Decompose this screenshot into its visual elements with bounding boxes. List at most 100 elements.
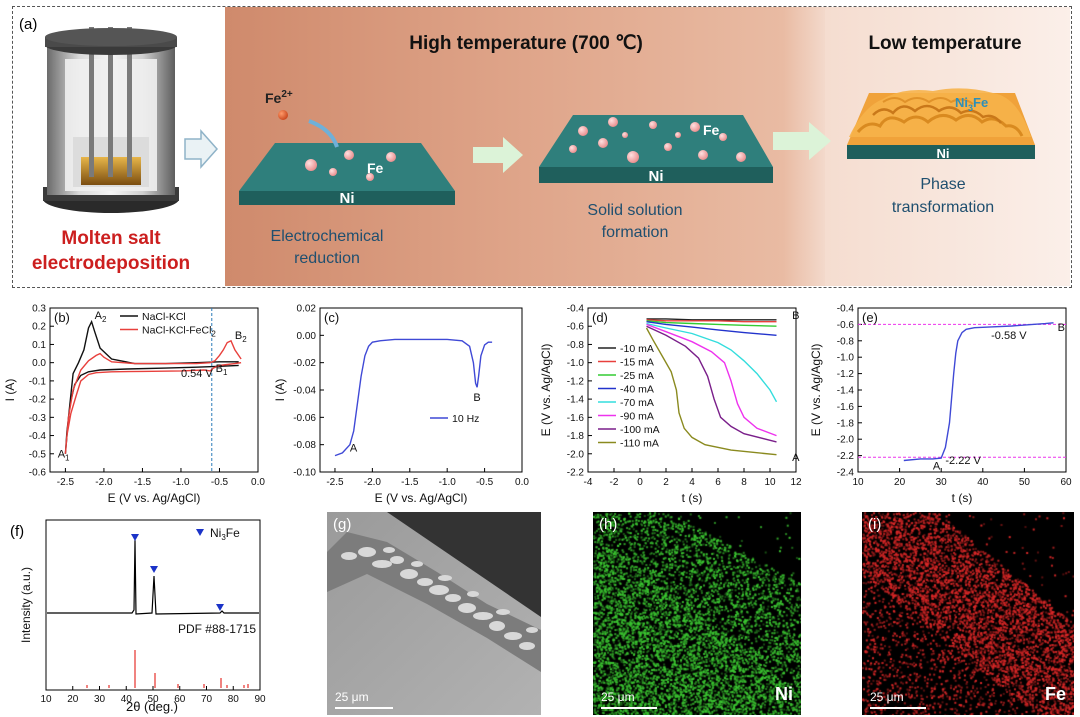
- x-tick-label: 50: [1019, 477, 1031, 488]
- xrd-x-tick-label: 50: [147, 694, 159, 705]
- xrd-x-ticks: 10 20 30 40 50 60 70 80 90: [40, 686, 266, 705]
- series-line-E-t: [903, 322, 1054, 462]
- series-line-10-Hz: [334, 338, 493, 457]
- x-tick-label: -1.0: [439, 477, 457, 488]
- series-line--90-mA: [646, 323, 777, 437]
- panel-h-label: (h): [599, 516, 618, 533]
- x-tick-label: 40: [977, 477, 989, 488]
- step3-caption-line1: Phase: [920, 176, 965, 193]
- y-tick-label: -0.6: [567, 322, 585, 333]
- ni-map-texture: [593, 512, 801, 715]
- series-line--10-mA: [646, 318, 777, 321]
- legend-marker-icon: [196, 529, 204, 536]
- step3-caption-line2: transformation: [892, 199, 994, 216]
- series-line--110-mA: [645, 327, 777, 456]
- cell-caption-line2: electrodeposition: [32, 253, 190, 274]
- panel-g-label: (g): [333, 516, 352, 533]
- x-tick-label: 6: [715, 477, 721, 488]
- y-tick-label: -1.6: [837, 402, 855, 413]
- legend-label: -40 mA: [620, 384, 654, 396]
- legend-label: -100 mA: [620, 424, 660, 436]
- panel-f-label: (f): [10, 523, 24, 540]
- y-tick-label: -0.04: [293, 386, 316, 397]
- y-tick-label: -0.02: [293, 358, 316, 369]
- deposition-arrow-icon: [308, 119, 339, 148]
- annotation: B1: [216, 363, 228, 377]
- y-tick-label: -1.6: [567, 413, 585, 424]
- legend-label: NaCl-KCl-FeCl2: [142, 325, 216, 339]
- x-tick-label: -1.5: [401, 477, 419, 488]
- chart-panel-label: (d): [592, 310, 608, 325]
- y-tick-label: -1.0: [567, 358, 585, 369]
- x-tick-label: -2.0: [95, 477, 113, 488]
- xrd-xlabel: 2θ (deg.): [126, 699, 178, 714]
- chart-panel-label: (e): [862, 310, 878, 325]
- fe-ion-icon: [278, 110, 288, 120]
- panel-g-scale-bar: [335, 707, 393, 709]
- y-tick-label: 0.1: [32, 340, 46, 351]
- arrow-icon-1: [184, 129, 219, 169]
- annotation: -2.22 V: [945, 455, 981, 467]
- series-line--40-mA: [646, 321, 777, 336]
- legend-label: 10 Hz: [452, 413, 479, 425]
- legend-label: -15 mA: [620, 357, 654, 369]
- chart-e-potential-time: 10 20 30 40 50 60 -0.4 -0.6 -0.8 -1.0 -1.2 -1.4 -1.6…: [809, 304, 1072, 506]
- y-tick-label: 0.3: [32, 304, 46, 315]
- x-tick-label: 2: [663, 477, 669, 488]
- x-axis-label: t (s): [952, 491, 973, 505]
- y-tick-label: -2.4: [837, 468, 855, 479]
- step3-ni-label: Ni: [937, 146, 950, 161]
- xrd-x-tick-label: 40: [121, 694, 133, 705]
- y-tick-label: -0.4: [837, 304, 855, 315]
- x-tick-label: -2: [610, 477, 619, 488]
- chart-b-cyclic-voltammetry: -2.5 -2.0 -1.5 -1.0 -0.5 0.0 0.3 0.2 0.1 0.0 -0.1 -…: [3, 304, 265, 506]
- y-tick-label: -1.4: [567, 395, 585, 406]
- step3-ni3fe-slab: [847, 88, 1035, 159]
- y-tick-label: -0.8: [837, 336, 855, 347]
- low-temp-title: Low temperature: [868, 33, 1021, 54]
- y-tick-label: -2.0: [837, 435, 855, 446]
- xrd-x-tick-label: 60: [174, 694, 186, 705]
- x-tick-label: -2.0: [364, 477, 382, 488]
- legend-label: -25 mA: [620, 370, 654, 382]
- panel-i-label: (i): [868, 516, 882, 533]
- y-tick-label: -0.08: [293, 440, 316, 451]
- pdf-reference-sticks: [86, 650, 249, 688]
- step1-ni-slab: [239, 110, 455, 205]
- legend-label: -70 mA: [620, 397, 654, 409]
- x-tick-label: -2.5: [57, 477, 75, 488]
- series-line--70-mA: [646, 322, 778, 403]
- step1-caption-line2: reduction: [294, 250, 360, 267]
- step2-ni-label: Ni: [649, 168, 664, 185]
- y-tick-label: -0.2: [29, 395, 47, 406]
- xrd-x-tick-label: 20: [67, 694, 79, 705]
- xrd-x-tick-label: 80: [228, 694, 240, 705]
- step2-ni-slab: [539, 115, 773, 183]
- x-tick-label: -0.5: [476, 477, 494, 488]
- y-tick-label: -0.3: [29, 413, 47, 424]
- x-tick-label: 0: [637, 477, 643, 488]
- plot-frame: [49, 307, 259, 473]
- y-tick-label: -1.2: [837, 369, 855, 380]
- xrd-ylabel: Intensity (a.u.): [19, 567, 33, 643]
- pdf-card-label: PDF #88-1715: [178, 622, 256, 636]
- step1-fe-label: Fe: [367, 160, 384, 176]
- y-tick-label: 0.0: [32, 358, 46, 369]
- y-tick-label: 0.00: [297, 331, 317, 342]
- x-tick-label: 12: [790, 477, 802, 488]
- annotation: A: [933, 461, 941, 473]
- chart-d-chronopotentiometry: -4 -2 0 2 4 6 8 10 12 -0.4 -0.6 -0.8 -1.0 -1.2 -1.4 -1.…: [539, 304, 802, 506]
- annotation: 0.54 V: [181, 368, 213, 380]
- y-tick-label: 0.02: [297, 304, 317, 315]
- y-tick-label: -1.8: [567, 431, 585, 442]
- y-tick-label: -1.4: [837, 386, 855, 397]
- series-line--25-mA: [646, 320, 777, 327]
- x-tick-label: 0.0: [251, 477, 265, 488]
- x-tick-label: 20: [894, 477, 906, 488]
- electrolysis-cell-illustration: [43, 27, 179, 213]
- panel-i-fe-eds-map: (i) 25 μm Fe: [862, 512, 1074, 715]
- y-tick-label: -0.4: [29, 431, 47, 442]
- step2-fe-label: Fe: [703, 122, 720, 138]
- y-tick-label: -0.6: [837, 320, 855, 331]
- x-tick-label: 8: [741, 477, 747, 488]
